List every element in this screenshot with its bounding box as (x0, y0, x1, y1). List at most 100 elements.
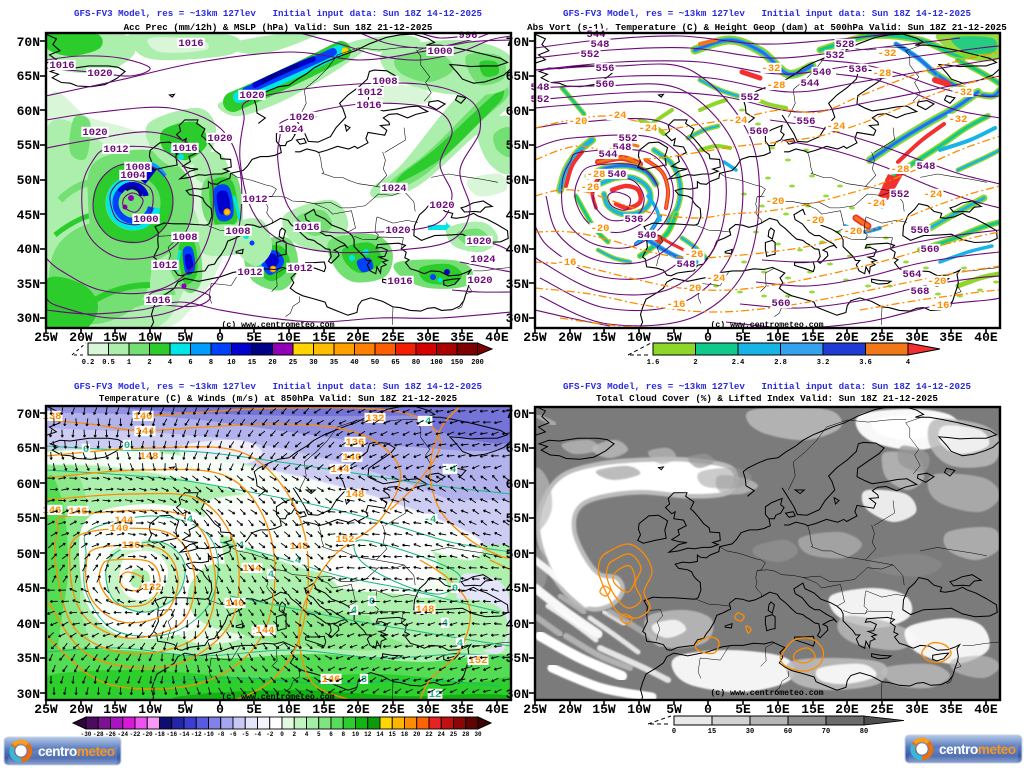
svg-text:1020: 1020 (289, 112, 314, 124)
svg-text:-32: -32 (954, 87, 973, 99)
svg-text:30N: 30N (506, 311, 529, 326)
svg-text:25: 25 (289, 359, 297, 367)
svg-text:1016: 1016 (178, 38, 203, 50)
svg-text:1.6: 1.6 (647, 359, 660, 367)
svg-text:50N: 50N (17, 547, 40, 562)
svg-text:5: 5 (317, 731, 321, 738)
svg-text:10W: 10W (627, 330, 651, 345)
svg-text:45N: 45N (506, 208, 529, 223)
svg-text:25W: 25W (523, 330, 547, 345)
svg-text:4: 4 (295, 555, 301, 567)
svg-text:-2: -2 (266, 731, 274, 738)
svg-text:-16: -16 (558, 257, 577, 269)
svg-text:540: 540 (608, 169, 627, 181)
svg-text:60N: 60N (17, 104, 40, 119)
svg-text:144: 144 (136, 426, 155, 438)
svg-text:1008: 1008 (372, 76, 397, 88)
svg-text:564: 564 (903, 269, 922, 281)
svg-text:15: 15 (389, 731, 397, 738)
svg-text:5E: 5E (735, 330, 751, 345)
svg-text:45N: 45N (17, 208, 40, 223)
svg-text:0.2: 0.2 (82, 359, 95, 367)
svg-text:0: 0 (672, 728, 676, 736)
svg-text:-20: -20 (591, 223, 610, 235)
svg-text:55N: 55N (506, 511, 529, 526)
svg-text:-4: -4 (254, 731, 262, 738)
svg-text:60N: 60N (17, 477, 40, 492)
svg-text:-24: -24 (608, 110, 627, 122)
svg-text:25E: 25E (381, 330, 405, 345)
svg-text:65N: 65N (17, 69, 40, 84)
svg-text:25: 25 (450, 731, 458, 738)
svg-text:-26: -26 (581, 182, 600, 194)
svg-text:25E: 25E (870, 702, 894, 717)
svg-text:1020: 1020 (87, 68, 112, 80)
svg-text:-14: -14 (179, 731, 190, 738)
svg-text:8: 8 (209, 359, 213, 367)
svg-text:568: 568 (911, 286, 930, 298)
svg-text:5W: 5W (177, 702, 193, 717)
svg-text:30E: 30E (905, 330, 929, 345)
svg-text:35E: 35E (939, 702, 963, 717)
svg-text:1016: 1016 (172, 143, 197, 155)
svg-text:80: 80 (860, 728, 868, 736)
svg-text:40N: 40N (17, 617, 40, 632)
svg-text:20W: 20W (558, 702, 582, 717)
svg-text:50N: 50N (506, 547, 529, 562)
svg-text:25W: 25W (523, 702, 547, 717)
svg-text:552: 552 (581, 49, 600, 61)
svg-text:1020: 1020 (429, 200, 454, 212)
svg-text:4: 4 (906, 359, 910, 367)
svg-text:15: 15 (708, 728, 716, 736)
svg-text:20E: 20E (835, 330, 859, 345)
svg-text:25E: 25E (870, 330, 894, 345)
svg-text:40: 40 (350, 359, 358, 367)
svg-text:25W: 25W (34, 330, 58, 345)
svg-text:1000: 1000 (427, 46, 452, 58)
svg-text:10E: 10E (277, 330, 301, 345)
svg-text:1012: 1012 (237, 267, 262, 279)
svg-text:1020: 1020 (385, 225, 410, 237)
svg-text:GFS-FV3 Model, res = ~13km 127: GFS-FV3 Model, res = ~13km 127lev Initia… (563, 8, 971, 19)
svg-text:556: 556 (911, 225, 930, 237)
svg-text:-20: -20 (683, 283, 702, 295)
svg-text:-32: -32 (878, 48, 897, 60)
svg-text:140: 140 (226, 598, 245, 610)
svg-text:4: 4 (305, 731, 309, 738)
svg-text:0: 0 (704, 702, 712, 717)
svg-text:152: 152 (336, 534, 355, 546)
svg-text:65N: 65N (506, 441, 529, 456)
svg-text:1004: 1004 (120, 170, 145, 182)
svg-text:-26: -26 (105, 731, 116, 738)
svg-text:25W: 25W (34, 702, 58, 717)
svg-text:15E: 15E (801, 330, 825, 345)
svg-text:40N: 40N (506, 242, 529, 257)
svg-text:Abs Vort (s-1), Temperature (C: Abs Vort (s-1), Temperature (C) & Height… (527, 22, 1007, 33)
svg-text:40N: 40N (17, 242, 40, 257)
svg-text:0: 0 (216, 330, 224, 345)
svg-text:528: 528 (836, 39, 855, 51)
svg-text:10W: 10W (138, 330, 162, 345)
svg-text:22: 22 (425, 731, 433, 738)
svg-text:5E: 5E (735, 702, 751, 717)
svg-text:30: 30 (746, 728, 754, 736)
svg-text:-26: -26 (685, 249, 704, 261)
svg-text:-20: -20 (844, 226, 863, 238)
svg-text:132: 132 (366, 413, 385, 425)
svg-text:-24: -24 (924, 189, 943, 201)
svg-text:35: 35 (330, 359, 338, 367)
svg-text:10E: 10E (766, 702, 790, 717)
svg-text:144: 144 (331, 464, 350, 476)
svg-text:1020: 1020 (467, 275, 492, 287)
svg-text:30N: 30N (17, 311, 40, 326)
svg-text:70N: 70N (506, 407, 529, 422)
svg-text:centrometeo: centrometeo (939, 742, 1016, 757)
svg-text:4: 4 (351, 605, 357, 617)
svg-text:35N: 35N (506, 277, 529, 292)
svg-text:540: 540 (813, 67, 832, 79)
svg-text:5W: 5W (666, 330, 682, 345)
svg-text:0: 0 (83, 444, 89, 456)
svg-text:152: 152 (469, 655, 488, 667)
svg-text:-20: -20 (766, 196, 785, 208)
svg-text:GFS-FV3 Model, res = ~13km 127: GFS-FV3 Model, res = ~13km 127lev Initia… (74, 381, 482, 392)
